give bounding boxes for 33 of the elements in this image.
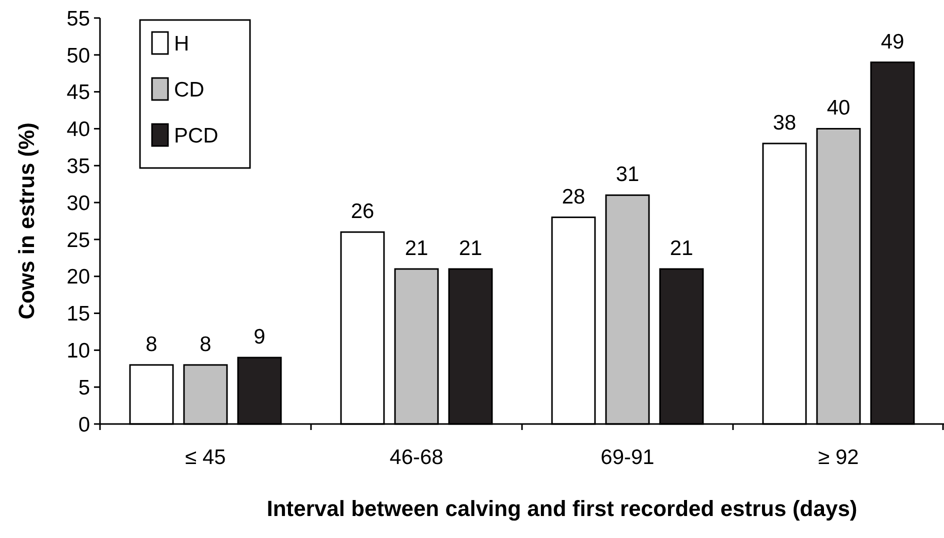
data-label: 8 — [146, 332, 158, 356]
y-tick-label: 25 — [66, 228, 90, 252]
x-tick-label: ≥ 92 — [818, 446, 859, 469]
data-label: 21 — [670, 236, 694, 260]
data-label: 28 — [562, 185, 586, 208]
legend-label: PCD — [174, 124, 218, 148]
x-axis-title: Interval between calving and first recorded estrus (days) — [266, 496, 858, 521]
x-tick-label: ≤ 45 — [185, 446, 226, 469]
y-tick-label: 10 — [66, 340, 90, 363]
data-label: 21 — [458, 236, 482, 260]
y-tick-label: 50 — [66, 44, 90, 68]
data-label: 40 — [826, 96, 850, 120]
data-label: 21 — [404, 236, 428, 260]
y-tick-label: 5 — [78, 376, 90, 400]
y-tick-label: 15 — [66, 302, 90, 326]
data-label: 26 — [350, 200, 374, 224]
y-tick-label: 45 — [66, 81, 90, 104]
x-tick-label: 46-68 — [390, 446, 444, 469]
y-tick-label: 30 — [66, 192, 90, 215]
y-tick-label: 20 — [66, 266, 90, 289]
data-label: 9 — [254, 326, 266, 349]
x-tick-label: 69-91 — [600, 446, 654, 469]
legend-label: H — [174, 32, 190, 56]
data-label: 38 — [772, 111, 796, 134]
y-tick-label: 40 — [66, 118, 90, 142]
data-label: 31 — [616, 163, 640, 186]
y-axis-title: Cows in estrus (%) — [14, 122, 39, 320]
y-tick-label: 55 — [66, 7, 90, 30]
data-label: 8 — [200, 332, 212, 356]
y-tick-label: 35 — [66, 154, 90, 178]
data-label: 49 — [880, 30, 904, 54]
y-tick-label: 0 — [78, 413, 90, 436]
legend-label: CD — [174, 78, 204, 102]
